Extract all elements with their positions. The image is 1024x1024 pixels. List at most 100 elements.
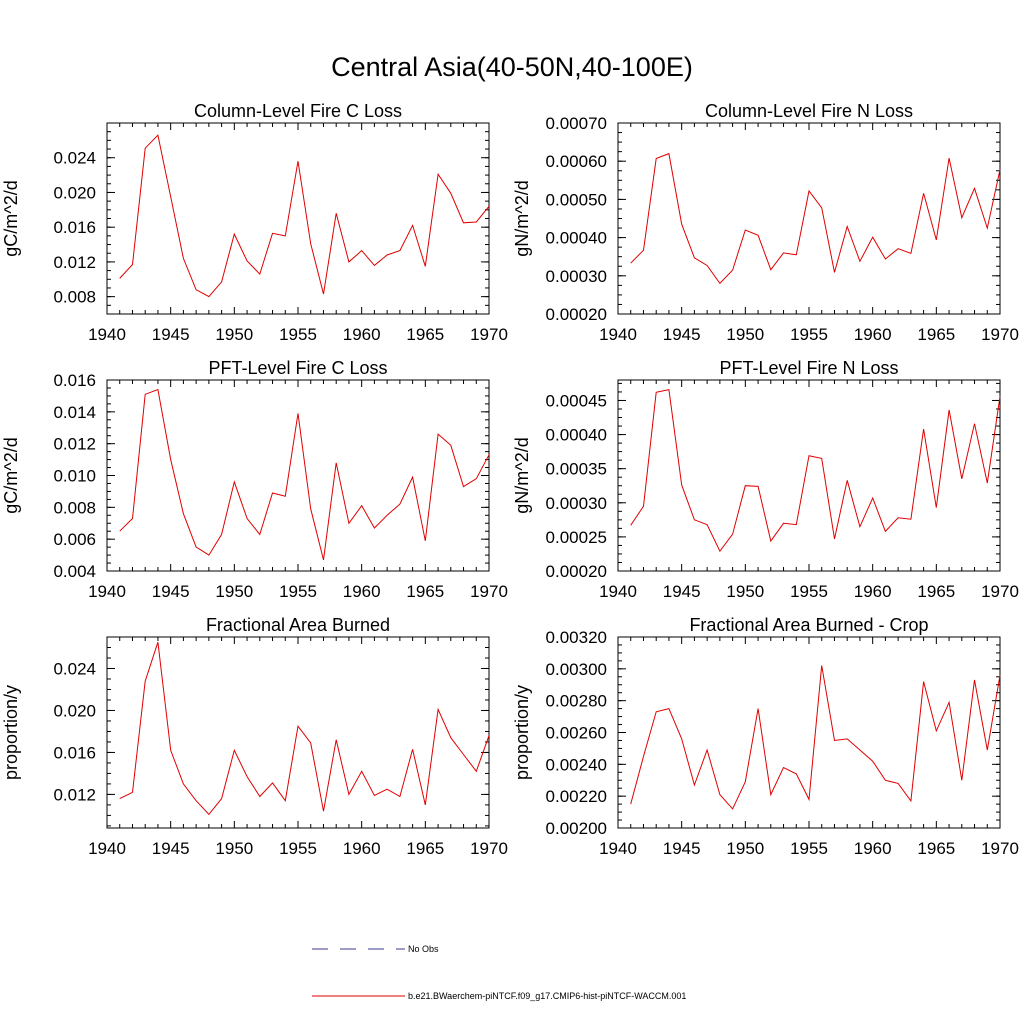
panel-title: Column-Level Fire C Loss (194, 101, 402, 121)
y-axis-label: proportion/y (512, 685, 532, 780)
plot-frame (106, 379, 490, 572)
plot-frame (617, 122, 1001, 315)
panel-1: Column-Level Fire C Loss gC/m^2/d 1940 1945… (1, 101, 508, 344)
x-tick-label: 1965 (406, 325, 444, 344)
series-line (119, 642, 490, 816)
y-tick-label: 0.00020 (546, 305, 607, 324)
y-tick-label: 0.00060 (546, 152, 607, 171)
y-axis-label: gN/m^2/d (512, 437, 532, 513)
y-tick-label: 0.008 (53, 288, 96, 307)
y-tick-label: 0.00030 (546, 494, 607, 513)
panel-6: Fractional Area Burned - Crop proportion/… (512, 615, 1019, 858)
x-tick-label: 1970 (981, 839, 1019, 858)
y-tick-label: 0.016 (53, 371, 96, 390)
panel-title: PFT-Level Fire C Loss (208, 358, 387, 378)
x-tick-label: 1960 (854, 325, 892, 344)
y-axis-label: gN/m^2/d (512, 180, 532, 256)
x-tick-label: 1950 (215, 582, 253, 601)
x-tick-label: 1960 (854, 582, 892, 601)
y-tick-label: 0.024 (53, 149, 96, 168)
y-axis-label: gC/m^2/d (1, 437, 21, 513)
y-tick-label: 0.012 (53, 785, 96, 804)
panel-title: Fractional Area Burned - Crop (689, 615, 928, 635)
x-tick-label: 1970 (981, 325, 1019, 344)
y-tick-label: 0.00070 (546, 114, 607, 133)
x-tick-label: 1960 (343, 582, 381, 601)
x-tick-label: 1970 (981, 582, 1019, 601)
y-axis-label: proportion/y (1, 685, 21, 780)
y-tick-label: 0.010 (53, 467, 96, 486)
x-tick-label: 1940 (88, 325, 126, 344)
x-tick-label: 1965 (917, 582, 955, 601)
series-line (630, 665, 1001, 810)
x-tick-label: 1955 (279, 582, 317, 601)
x-tick-label: 1955 (790, 582, 828, 601)
y-tick-label: 0.00035 (546, 460, 607, 479)
y-tick-label: 0.00260 (546, 724, 607, 743)
x-tick-label: 1945 (663, 582, 701, 601)
plot-frame (617, 379, 1001, 572)
legend-no-obs-label: No Obs (408, 944, 439, 954)
y-tick-label: 0.00280 (546, 692, 607, 711)
panel-title: PFT-Level Fire N Loss (719, 358, 898, 378)
y-tick-label: 0.016 (53, 743, 96, 762)
y-tick-label: 0.00320 (546, 628, 607, 647)
y-tick-label: 0.00040 (546, 229, 607, 248)
x-tick-label: 1955 (279, 325, 317, 344)
x-tick-label: 1970 (470, 325, 508, 344)
series-line (630, 388, 1001, 553)
y-tick-label: 0.00300 (546, 660, 607, 679)
y-tick-label: 0.014 (53, 403, 96, 422)
x-tick-label: 1960 (343, 325, 381, 344)
plot-frame (106, 636, 490, 829)
x-tick-label: 1940 (88, 582, 126, 601)
x-tick-label: 1960 (854, 839, 892, 858)
y-tick-label: 0.00020 (546, 562, 607, 581)
y-tick-label: 0.00040 (546, 426, 607, 445)
y-tick-label: 0.020 (53, 183, 96, 202)
y-tick-label: 0.004 (53, 562, 96, 581)
panel-3: PFT-Level Fire C Loss gC/m^2/d 1940 1945 195… (1, 358, 508, 601)
y-tick-label: 0.00025 (546, 528, 607, 547)
x-tick-label: 1950 (215, 839, 253, 858)
y-tick-label: 0.006 (53, 530, 96, 549)
x-tick-label: 1965 (406, 582, 444, 601)
x-tick-label: 1950 (215, 325, 253, 344)
x-tick-label: 1965 (406, 839, 444, 858)
legend: No Obs b.e21.BWaerchem-piNTCF.f09_g17.CM… (312, 944, 686, 1001)
x-tick-label: 1940 (88, 839, 126, 858)
x-tick-label: 1955 (790, 325, 828, 344)
x-tick-label: 1950 (726, 582, 764, 601)
x-tick-label: 1965 (917, 839, 955, 858)
x-tick-label: 1940 (599, 325, 637, 344)
figure-title: Central Asia(40-50N,40-100E) (331, 52, 693, 82)
series-line (119, 134, 490, 298)
panel-4: PFT-Level Fire N Loss gN/m^2/d 1940 1945 195… (512, 358, 1019, 601)
y-tick-label: 0.00220 (546, 787, 607, 806)
x-tick-label: 1970 (470, 582, 508, 601)
y-tick-label: 0.00240 (546, 755, 607, 774)
y-tick-label: 0.00050 (546, 190, 607, 209)
panel-5: Fractional Area Burned proportion/y 1940 19… (1, 615, 508, 858)
series-line (119, 388, 490, 561)
panel-title: Fractional Area Burned (206, 615, 390, 635)
x-tick-label: 1940 (599, 839, 637, 858)
x-tick-label: 1940 (599, 582, 637, 601)
x-tick-label: 1955 (790, 839, 828, 858)
series-line (630, 152, 1001, 285)
x-tick-label: 1965 (917, 325, 955, 344)
y-tick-label: 0.00030 (546, 267, 607, 286)
y-tick-label: 0.012 (53, 253, 96, 272)
x-tick-label: 1945 (152, 582, 190, 601)
y-tick-label: 0.008 (53, 498, 96, 517)
panels: Column-Level Fire C Loss gC/m^2/d 1940 1945… (1, 101, 1019, 858)
y-tick-label: 0.024 (53, 659, 96, 678)
x-tick-label: 1950 (726, 325, 764, 344)
x-tick-label: 1945 (152, 325, 190, 344)
x-tick-label: 1960 (343, 839, 381, 858)
x-tick-label: 1955 (279, 839, 317, 858)
x-tick-label: 1945 (663, 839, 701, 858)
y-tick-label: 0.012 (53, 435, 96, 454)
panel-2: Column-Level Fire N Loss gN/m^2/d 1940 1945… (512, 101, 1019, 344)
